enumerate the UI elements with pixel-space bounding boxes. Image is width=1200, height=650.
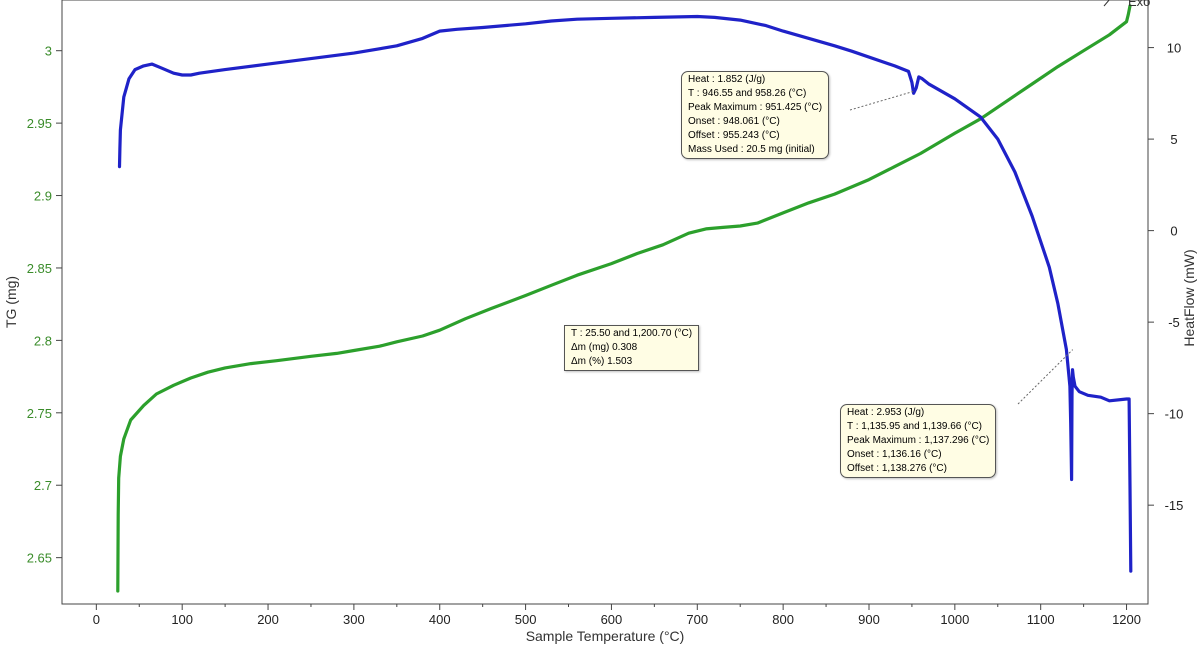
exo-arrow-icon <box>1103 0 1110 7</box>
annotation-line: Onset : 1,136.16 (°C) <box>847 449 942 460</box>
annotation-line: Heat : 2.953 (J/g) <box>847 407 925 418</box>
annotation-line: T : 1,135.95 and 1,139.66 (°C) <box>847 421 983 432</box>
annotation-line: T : 25.50 and 1,200.70 (°C) <box>571 328 693 339</box>
left-y-axis-title: TG (mg) <box>3 276 19 328</box>
x-tick-label: 400 <box>429 612 451 627</box>
y-right-tick-label: -5 <box>1168 315 1180 330</box>
annotation-line: Δm (%) 1.503 <box>571 356 633 367</box>
annotation-line: Heat : 1.852 (J/g) <box>688 74 766 85</box>
heatflow-curve <box>117 14 1133 573</box>
y-left-tick-label: 2.75 <box>27 406 52 421</box>
y-left-tick-label: 2.7 <box>34 478 52 493</box>
right-y-axis-title: HeatFlow (mW) <box>1181 249 1197 346</box>
y-left-tick-label: 2.8 <box>34 333 52 348</box>
series-layer <box>116 4 1133 593</box>
x-tick-label: 700 <box>686 612 708 627</box>
annotation-line: Offset : 1,138.276 (°C) <box>847 463 947 474</box>
left-y-axis: 2.65 2.7 2.75 2.8 2.85 2.9 2.95 3 <box>27 44 62 566</box>
plot-frame <box>61 0 1149 605</box>
y-right-tick-label: -10 <box>1165 407 1184 422</box>
x-tick-label: 100 <box>171 612 193 627</box>
x-tick-label: 900 <box>858 612 880 627</box>
x-tick-label: 300 <box>343 612 365 627</box>
y-left-tick-label: 2.95 <box>27 116 52 131</box>
y-right-tick-label: 10 <box>1167 41 1181 56</box>
y-left-tick-label: 2.65 <box>27 551 52 566</box>
annotation-line: Onset : 948.061 (°C) <box>688 116 780 127</box>
x-tick-label: 800 <box>772 612 794 627</box>
annotation-peak-1137: Heat : 2.953 (J/g) T : 1,135.95 and 1,13… <box>840 404 997 478</box>
annotation-line: T : 946.55 and 958.26 (°C) <box>688 88 807 99</box>
annotation-line: Δm (mg) 0.308 <box>571 342 638 353</box>
y-right-tick-label: -15 <box>1165 498 1184 513</box>
annotation-leaders <box>849 91 1074 405</box>
leader-line-peak-950 <box>849 91 914 111</box>
right-y-axis: -15 -10 -5 0 5 10 <box>1148 41 1184 513</box>
annotation-peak-950: Heat : 1.852 (J/g) T : 946.55 and 958.26… <box>681 71 830 159</box>
x-tick-label: 1200 <box>1112 612 1141 627</box>
exo-label: Exo <box>1128 0 1150 9</box>
x-tick-label: 200 <box>257 612 279 627</box>
x-tick-label: 0 <box>93 612 100 627</box>
annotation-line: Peak Maximum : 951.425 (°C) <box>688 102 823 113</box>
annotation-mass-change: T : 25.50 and 1,200.70 (°C) Δm (mg) 0.30… <box>564 325 700 371</box>
x-axis: 0 100 200 300 400 500 600 700 800 900 1000 1100 1200 <box>93 604 1141 627</box>
leader-line-peak-1137 <box>1017 349 1074 405</box>
x-tick-label: 1000 <box>940 612 969 627</box>
x-axis-title: Sample Temperature (°C) <box>526 628 685 644</box>
x-tick-label: 1100 <box>1027 612 1055 627</box>
annotation-line: Offset : 955.243 (°C) <box>688 130 780 141</box>
y-left-tick-label: 3 <box>45 44 52 59</box>
y-right-tick-label: 5 <box>1170 132 1177 147</box>
tg-curve <box>116 4 1132 593</box>
annotation-line: Mass Used : 20.5 mg (initial) <box>688 144 815 155</box>
x-tick-label: 600 <box>601 612 623 627</box>
x-tick-label: 500 <box>515 612 537 627</box>
y-right-tick-label: 0 <box>1170 224 1177 239</box>
y-left-tick-label: 2.9 <box>34 189 52 204</box>
y-left-tick-label: 2.85 <box>27 261 52 276</box>
annotation-line: Peak Maximum : 1,137.296 (°C) <box>847 435 990 446</box>
